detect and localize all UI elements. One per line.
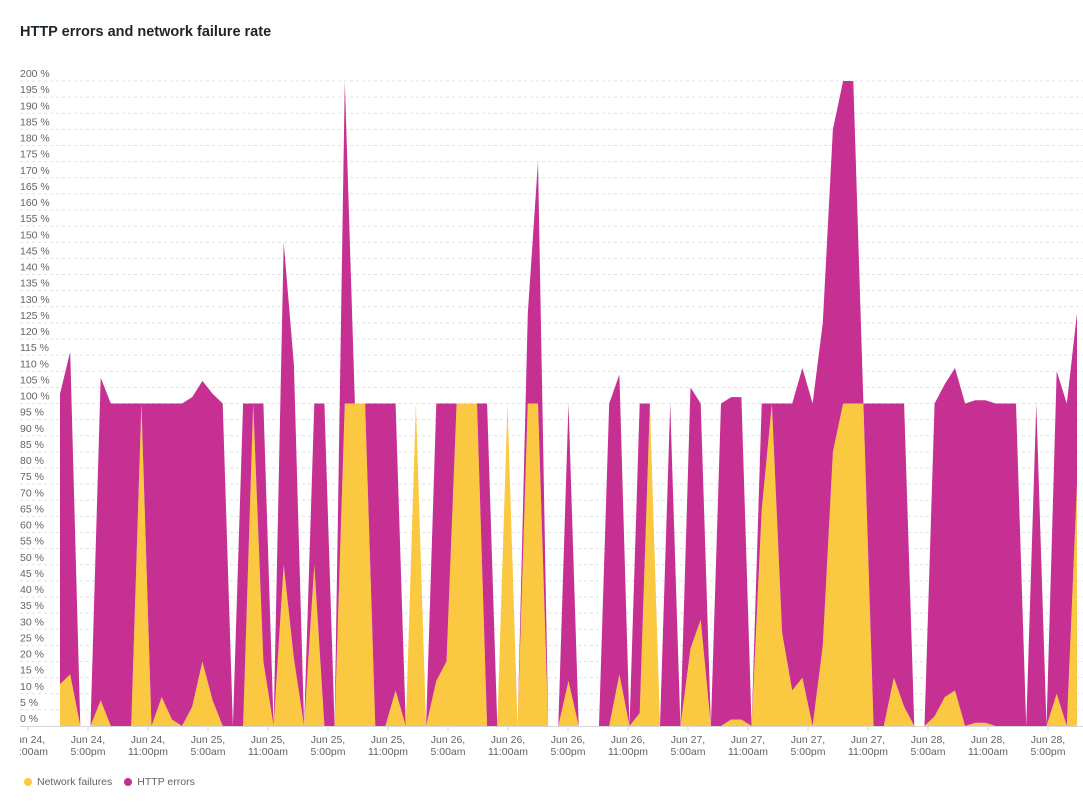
x-tick-label: Jun 28, 5:00pm	[1030, 734, 1065, 758]
y-tick-label: 185 %	[20, 116, 50, 128]
x-tick-label: Jun 26, 5:00pm	[550, 734, 585, 758]
y-tick-label: 120 %	[20, 326, 50, 338]
legend: Network failures HTTP errors	[24, 776, 195, 788]
y-tick-label: 125 %	[20, 310, 50, 322]
y-tick-label: 40 %	[20, 584, 44, 596]
y-tick-label: 55 %	[20, 536, 44, 548]
gridlines	[20, 80, 1083, 727]
y-tick-label: 65 %	[20, 503, 44, 515]
y-tick-label: 80 %	[20, 455, 44, 467]
y-tick-label: 110 %	[20, 358, 49, 370]
x-tick-label: Jun 27, 5:00am	[670, 734, 705, 758]
x-tick-label: Jun 24, 11:00am	[8, 734, 48, 758]
legend-item-network-failures[interactable]: Network failures	[24, 776, 112, 788]
y-axis: 0 % 5 % 10 % 15 % 20 % 25 % 30 % 35 % 40 % 45 % 50…	[20, 68, 50, 725]
y-tick-label: 35 %	[20, 600, 44, 612]
y-tick-label: 10 %	[20, 681, 44, 693]
y-tick-label: 45 %	[20, 568, 44, 580]
http-errors-area[interactable]	[60, 81, 1077, 726]
x-tick-label: Jun 28, 5:00am	[910, 734, 945, 758]
y-tick-label: 100 %	[20, 391, 50, 403]
network-failures-swatch	[24, 778, 32, 786]
y-tick-label: 170 %	[20, 165, 50, 177]
y-tick-label: 195 %	[20, 84, 50, 96]
y-tick-label: 90 %	[20, 423, 44, 435]
x-axis: Jun 24, 11:00am Jun 24, 5:00pm Jun 24, 11:00p…	[8, 727, 1066, 758]
y-tick-label: 5 %	[20, 697, 38, 709]
x-tick-label: Jun 25, 5:00am	[190, 734, 225, 758]
y-tick-label: 135 %	[20, 278, 50, 290]
y-tick-label: 75 %	[20, 471, 44, 483]
areas	[60, 81, 1077, 726]
y-tick-label: 130 %	[20, 294, 50, 306]
y-tick-label: 145 %	[20, 245, 50, 257]
http-errors-swatch	[124, 778, 133, 786]
y-tick-label: 105 %	[20, 374, 50, 386]
x-tick-label: Jun 26, 11:00am	[488, 734, 528, 758]
y-tick-label: 70 %	[20, 487, 44, 499]
x-tick-label: Jun 28, 11:00am	[968, 734, 1008, 758]
x-tick-label: Jun 26, 5:00am	[430, 734, 465, 758]
x-tick-label: Jun 24, 5:00pm	[70, 734, 105, 758]
y-tick-label: 0 %	[20, 713, 38, 725]
y-tick-label: 60 %	[20, 520, 44, 532]
x-tick-label: Jun 26, 11:00pm	[608, 734, 648, 758]
x-tick-label: Jun 24, 11:00pm	[128, 734, 168, 758]
legend-label: Network failures	[37, 776, 113, 788]
y-tick-label: 20 %	[20, 649, 44, 661]
legend-label: HTTP errors	[137, 776, 195, 788]
y-tick-label: 140 %	[20, 262, 50, 274]
legend-item-http-errors[interactable]: HTTP errors	[124, 776, 195, 788]
y-tick-label: 50 %	[20, 552, 44, 564]
y-tick-label: 115 %	[20, 342, 49, 354]
y-tick-label: 155 %	[20, 213, 50, 225]
y-tick-label: 85 %	[20, 439, 44, 451]
chart-title: HTTP errors and network failure rate	[20, 24, 272, 40]
y-tick-label: 175 %	[20, 149, 50, 161]
y-tick-label: 15 %	[20, 665, 44, 677]
x-tick-label: Jun 27, 5:00pm	[790, 734, 825, 758]
y-tick-label: 165 %	[20, 181, 50, 193]
y-tick-label: 190 %	[20, 100, 50, 112]
y-tick-label: 95 %	[20, 407, 44, 419]
x-tick-label: Jun 25, 5:00pm	[310, 734, 345, 758]
network-failures-area[interactable]	[60, 403, 1077, 727]
x-tick-label: Jun 25, 11:00am	[248, 734, 288, 758]
y-tick-label: 180 %	[20, 133, 50, 145]
x-tick-label: Jun 25, 11:00pm	[368, 734, 408, 758]
y-tick-label: 160 %	[20, 197, 50, 209]
y-tick-label: 30 %	[20, 616, 44, 628]
y-tick-label: 25 %	[20, 632, 44, 644]
x-tick-label: Jun 27, 11:00am	[728, 734, 768, 758]
x-tick-label: Jun 27, 11:00pm	[848, 734, 888, 758]
y-tick-label: 200 %	[20, 68, 50, 80]
y-tick-label: 150 %	[20, 229, 50, 241]
